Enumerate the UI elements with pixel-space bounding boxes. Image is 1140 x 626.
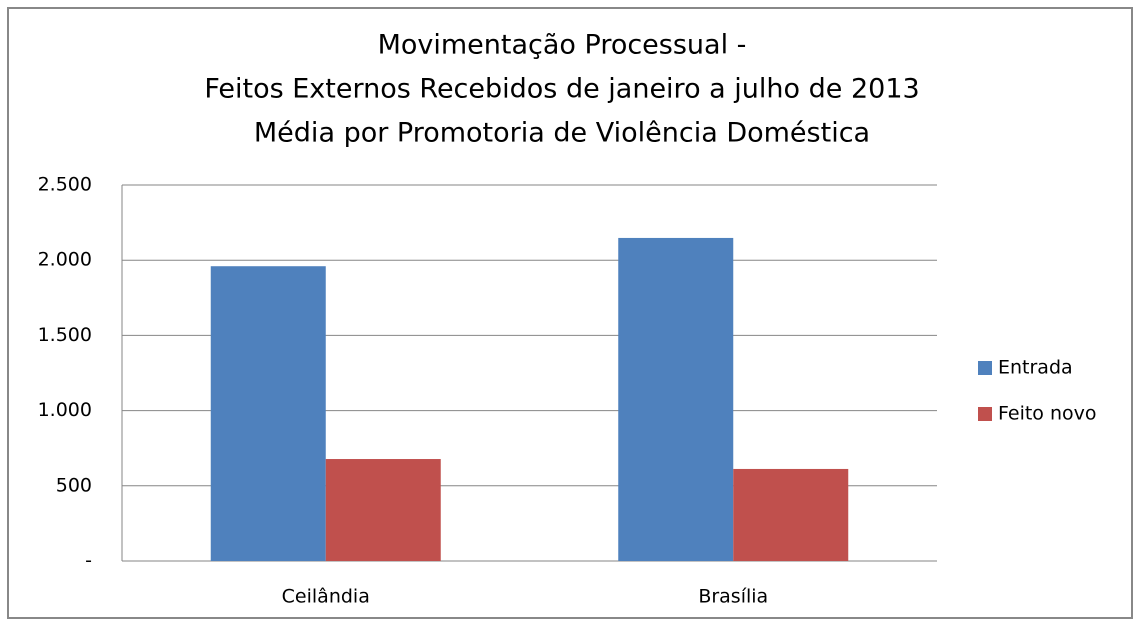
- legend-label: Entrada: [998, 357, 1073, 379]
- y-tick-label: 1.000: [38, 399, 92, 421]
- bar: [325, 459, 441, 561]
- chart-title: Movimentação Processual -: [378, 30, 747, 61]
- y-tick-label: -: [85, 550, 92, 572]
- y-tick-label: 2.000: [38, 249, 92, 271]
- y-tick-label: 1.500: [38, 324, 92, 346]
- chart-title: Média por Promotoria de Violência Domést…: [254, 118, 870, 149]
- chart-border: [7, 7, 1133, 619]
- x-tick-label: Brasília: [698, 586, 768, 608]
- legend-swatch: [978, 407, 992, 421]
- chart-title: Feitos Externos Recebidos de janeiro a j…: [204, 74, 919, 105]
- bar: [733, 468, 849, 561]
- x-tick-label: Ceilândia: [282, 586, 370, 608]
- bar: [210, 266, 326, 561]
- legend-label: Feito novo: [998, 403, 1097, 425]
- legend-swatch: [978, 361, 992, 375]
- y-tick-label: 500: [56, 474, 92, 496]
- y-tick-label: 2.500: [38, 174, 92, 196]
- bar: [618, 237, 734, 561]
